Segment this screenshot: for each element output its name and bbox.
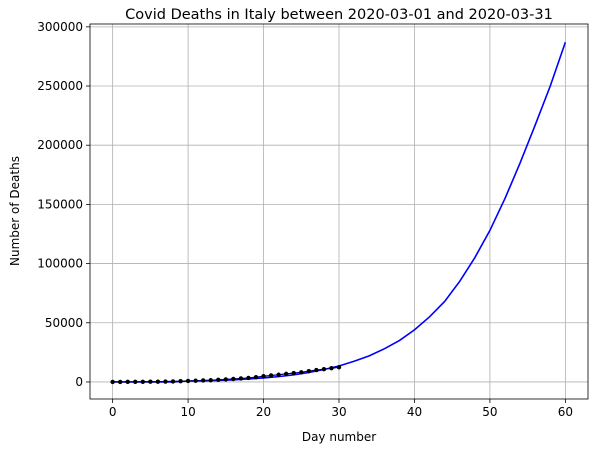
observed-point: [178, 379, 183, 384]
x-axis-label: Day number: [302, 430, 376, 444]
observed-point: [253, 374, 259, 380]
observed-point: [276, 372, 281, 377]
observed-point: [170, 379, 176, 384]
observed-point: [148, 379, 153, 384]
x-tick-label: 50: [482, 405, 497, 419]
observed-point: [110, 379, 115, 385]
observed-point: [200, 378, 206, 383]
y-tick-label: 250000: [37, 79, 83, 93]
x-tick-layer: 0 10 20 30 40 50 60: [109, 399, 573, 419]
y-tick-label: 200000: [37, 138, 83, 152]
observed-point: [140, 379, 146, 384]
observed-point: [125, 379, 130, 385]
observed-point: [291, 370, 296, 376]
observed-point: [223, 377, 229, 382]
observed-point: [163, 379, 168, 384]
observed-point: [306, 368, 312, 374]
observed-point: [336, 365, 342, 370]
observed-point: [231, 376, 236, 382]
observed-points-layer: [110, 365, 342, 385]
observed-point: [117, 379, 123, 385]
x-tick-label: 60: [558, 405, 573, 419]
x-tick-label: 30: [331, 405, 346, 419]
observed-point: [321, 366, 327, 372]
x-tick-label: 40: [407, 405, 422, 419]
y-tick-label: 150000: [37, 197, 83, 211]
observed-point: [268, 373, 274, 378]
y-tick-label: 100000: [37, 257, 83, 271]
y-tick-label: 300000: [37, 20, 83, 34]
observed-point: [208, 378, 213, 383]
observed-point: [246, 375, 251, 381]
observed-point: [216, 377, 221, 383]
x-tick-label: 0: [109, 405, 117, 419]
grid-lines: [90, 24, 588, 399]
y-tick-label: 50000: [45, 316, 83, 330]
observed-point: [299, 370, 304, 375]
observed-point: [155, 379, 161, 384]
observed-point: [193, 378, 198, 383]
x-tick-label: 20: [256, 405, 271, 419]
observed-point: [261, 374, 266, 379]
chart-title: Covid Deaths in Italy between 2020-03-01…: [125, 7, 553, 23]
observed-point: [329, 366, 334, 371]
y-tick-label: 0: [75, 375, 83, 389]
observed-point: [314, 367, 319, 373]
y-tick-layer: 0 50000 100000 150000 200000 250000 300000: [37, 20, 90, 389]
observed-point: [185, 378, 191, 384]
observed-point: [238, 376, 244, 381]
observed-point: [133, 379, 138, 385]
x-tick-label: 10: [180, 405, 195, 419]
observed-point: [283, 371, 289, 377]
y-axis-label: Number of Deaths: [8, 156, 22, 266]
